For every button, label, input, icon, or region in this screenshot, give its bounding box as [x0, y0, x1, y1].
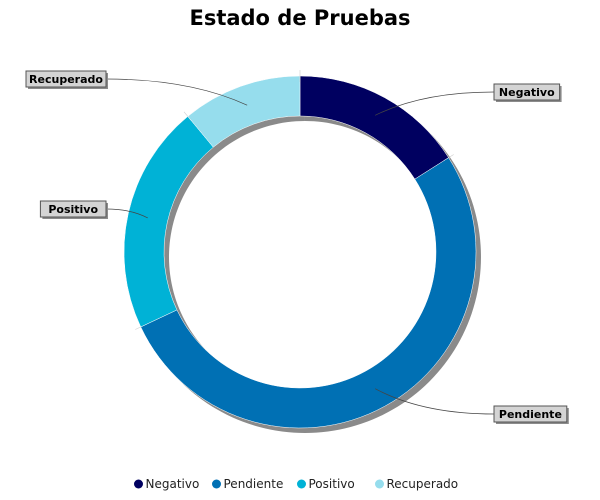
callout-label-recuperado: Recuperado [29, 73, 103, 86]
leader-line-negativo [375, 91, 495, 116]
slice-negativo[interactable] [299, 75, 449, 180]
legend-label-positivo: Positivo [309, 477, 355, 491]
legend-label-negativo: Negativo [146, 477, 200, 491]
leader-line-pendiente [374, 388, 495, 415]
callout-box-recuperado [25, 70, 107, 88]
legend: Negativo Pendiente Positivo Recuperado [134, 477, 458, 491]
callout-box-negativo [493, 83, 561, 101]
slice-callouts: Negativo Pendiente Positivo Recuperado [25, 70, 569, 424]
callout-box-pendiente [493, 405, 568, 423]
legend-marker-recuperado [375, 479, 384, 489]
slice-pendiente[interactable] [140, 157, 477, 429]
legend-label-pendiente: Pendiente [224, 477, 284, 491]
donut-slices [123, 70, 477, 429]
callout-label-positivo: Positivo [48, 203, 98, 216]
legend-marker-positivo [297, 479, 306, 489]
chart-title: Estado de Pruebas [189, 6, 411, 30]
slice-recuperado[interactable] [187, 75, 301, 148]
leader-line-recuperado [105, 78, 248, 106]
leader-line-positivo [105, 208, 148, 219]
legend-marker-pendiente [212, 479, 221, 489]
legend-marker-negativo [134, 479, 143, 489]
callout-box-positivo [39, 200, 107, 218]
callout-label-pendiente: Pendiente [499, 408, 562, 421]
callout-label-negativo: Negativo [499, 86, 555, 99]
legend-label-recuperado: Recuperado [387, 477, 459, 491]
